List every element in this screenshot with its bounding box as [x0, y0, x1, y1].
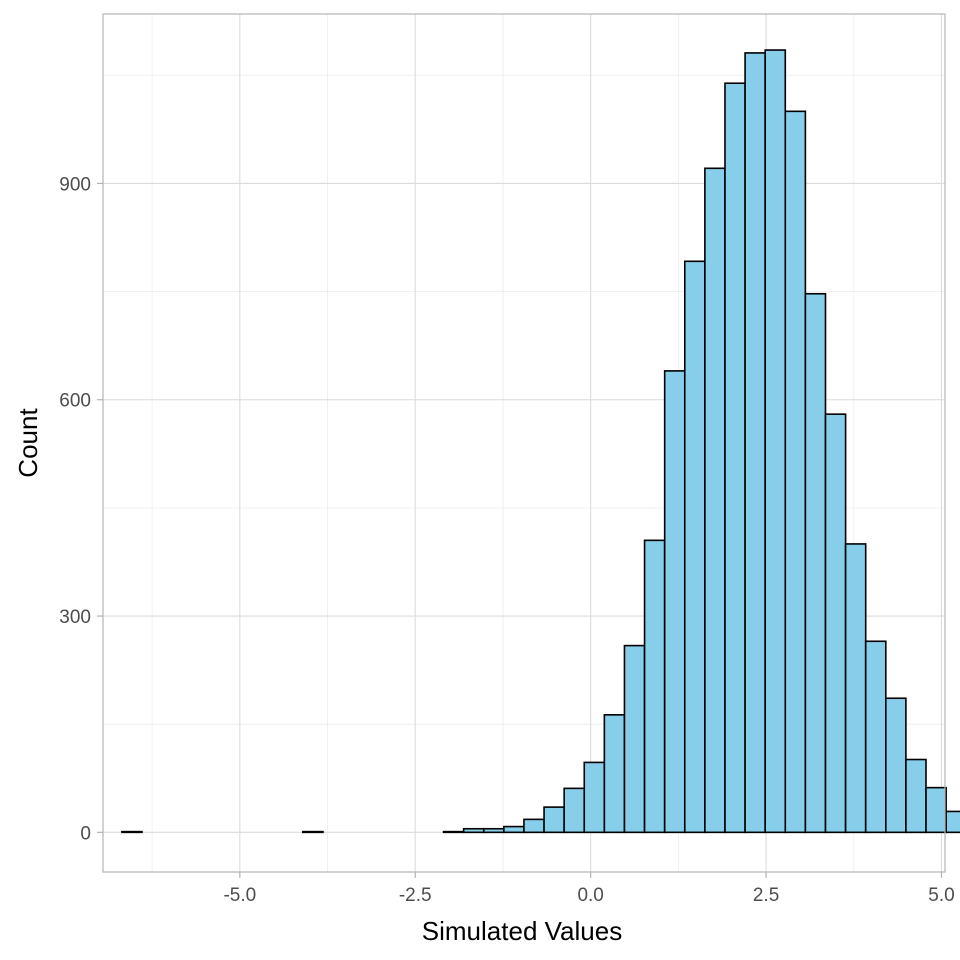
histogram-bar: [804, 292, 827, 834]
histogram-bar: [905, 758, 927, 834]
histogram-bar: [885, 697, 907, 834]
x-tick-label: 0.0: [577, 885, 603, 906]
histogram-bar: [503, 825, 525, 834]
histogram-bar: [724, 82, 746, 834]
y-tick-label: 900: [59, 174, 91, 195]
histogram-bar: [643, 539, 666, 834]
plot-panel-border: [102, 13, 946, 873]
histogram-bar: [462, 827, 485, 834]
histogram-bar: [302, 830, 324, 834]
histogram-bar: [442, 830, 465, 834]
histogram-bar: [121, 830, 143, 834]
histogram-bar: [603, 714, 626, 834]
histogram-bars: [121, 49, 960, 834]
histogram-bar: [623, 644, 646, 834]
y-tick-label: 0: [80, 823, 91, 844]
histogram-bar: [563, 787, 586, 834]
histogram-bar: [704, 167, 726, 834]
histogram-bar: [663, 370, 686, 834]
histogram-bar: [744, 52, 766, 834]
histogram-bar: [864, 640, 887, 834]
histogram-bar: [543, 806, 565, 834]
histogram-bar: [844, 543, 867, 834]
histogram-bar: [925, 786, 947, 834]
histogram-bar: [764, 49, 787, 834]
histogram-bar: [824, 413, 847, 834]
y-axis-title: Count: [13, 408, 43, 478]
y-axis-ticks: 0 300 600 900: [59, 174, 103, 844]
x-tick-label: 5.0: [928, 885, 954, 906]
x-tick-label: -5.0: [223, 885, 256, 906]
x-tick-label: 2.5: [753, 885, 779, 906]
histogram-bar: [784, 110, 807, 834]
histogram-bar: [945, 810, 960, 834]
histogram-bar: [583, 761, 606, 834]
histogram-bar: [482, 827, 505, 834]
histogram-bar: [683, 260, 706, 834]
y-tick-label: 600: [59, 391, 91, 412]
x-tick-label: -2.5: [399, 885, 432, 906]
y-tick-label: 300: [59, 607, 91, 628]
x-axis-ticks: -5.0 -2.5 0.0 2.5 5.0: [223, 872, 955, 906]
histogram-bar: [523, 818, 545, 834]
x-axis-title: Simulated Values: [422, 916, 622, 946]
